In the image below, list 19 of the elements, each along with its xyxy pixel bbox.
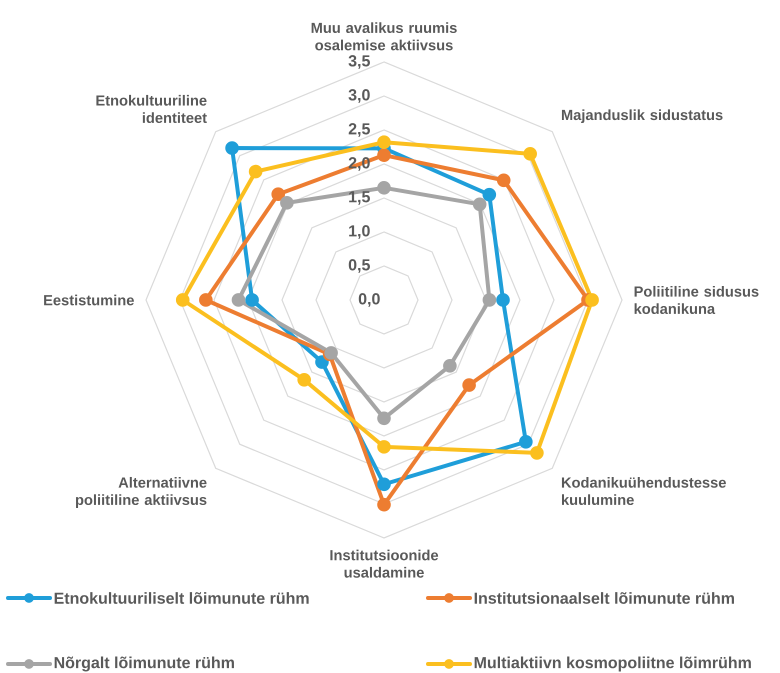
spoke-label: Poliitiline sidusus kodanikuna	[634, 286, 759, 314]
spoke-label: Kodanikuühendustesse kuulumine	[562, 476, 726, 506]
spoke-label: Alternatiivne poliitiline aktiivsus	[76, 476, 207, 508]
y-tick-label: 3,0	[348, 89, 370, 103]
y-tick-label: 0,0	[358, 293, 380, 307]
legend-label: Nõrgalt lõimunute rühm	[54, 656, 234, 672]
spoke-label: Institutsioonide usaldamine	[330, 550, 438, 578]
y-tick-label: 2,5	[348, 123, 370, 137]
spoke-label: Muu avalikus ruumis osalemise aktiivsus	[312, 22, 457, 50]
spoke-label: Eestistumine	[44, 294, 134, 306]
spoke-label: Etnokultuuriline identiteet	[96, 94, 207, 124]
legend-label: Etnokultuuriliselt lõimunute rühm	[54, 592, 309, 604]
legend-label: Multiaktiivn kosmopoliitne lõimrühm	[474, 656, 751, 672]
spoke-label: Majanduslik sidustatus	[562, 109, 723, 124]
y-tick-label: 0,5	[348, 259, 370, 273]
legend-label: Institutsionaalselt lõimunute rühm	[474, 592, 734, 604]
y-tick-label: 3,5	[348, 55, 370, 69]
y-tick-label: 1,0	[349, 225, 370, 239]
y-tick-label: 1,5	[349, 191, 370, 205]
